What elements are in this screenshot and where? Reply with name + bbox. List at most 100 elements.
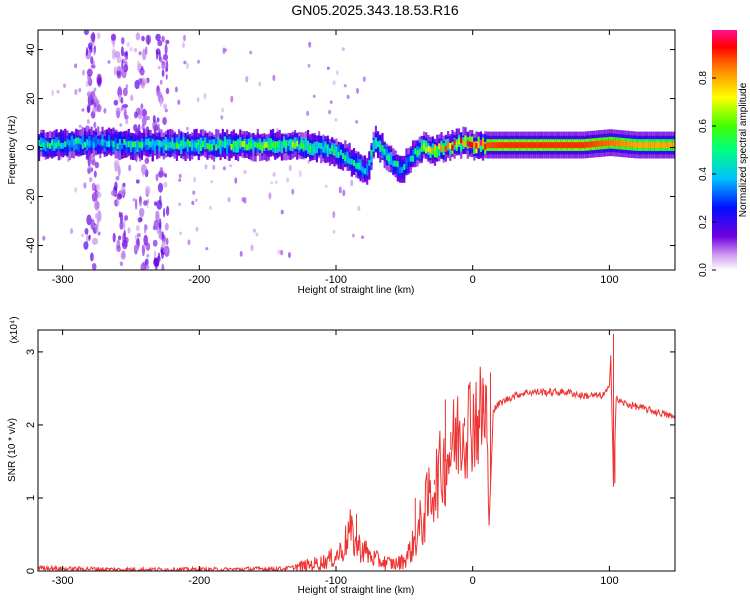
heat-cell bbox=[121, 143, 124, 150]
heat-cell bbox=[186, 140, 189, 153]
heat-cell bbox=[648, 142, 651, 149]
heat-cell bbox=[613, 140, 616, 146]
heat-cell bbox=[234, 141, 237, 147]
noise-speckle bbox=[114, 65, 117, 76]
heat-cell bbox=[143, 141, 146, 148]
heat-cell bbox=[219, 139, 222, 146]
heat-cell bbox=[267, 144, 270, 151]
noise-speckle bbox=[274, 180, 278, 184]
noise-speckle bbox=[312, 94, 316, 99]
heat-cell bbox=[624, 141, 627, 147]
noise-speckle bbox=[87, 155, 91, 167]
heat-cell bbox=[622, 140, 625, 147]
heat-cell bbox=[318, 144, 321, 156]
noise-speckle bbox=[222, 166, 226, 171]
heat-cell bbox=[431, 147, 434, 154]
noise-speckle bbox=[307, 63, 311, 68]
noise-speckle bbox=[124, 114, 129, 120]
noise-speckle bbox=[280, 209, 284, 215]
noise-speckle bbox=[152, 239, 158, 247]
heat-cell bbox=[307, 141, 310, 154]
heat-cell bbox=[70, 141, 73, 148]
heat-cell bbox=[127, 141, 130, 147]
spectrogram-xlabel: Height of straight line (km) bbox=[298, 285, 415, 296]
snr-xlabel: Height of straight line (km) bbox=[298, 585, 415, 596]
heat-cell bbox=[293, 142, 297, 149]
noise-speckle bbox=[161, 69, 165, 77]
heat-cell bbox=[495, 142, 498, 149]
heat-cell bbox=[521, 142, 524, 149]
noise-speckle bbox=[133, 244, 140, 252]
heat-cell bbox=[158, 140, 161, 147]
noise-speckle bbox=[80, 233, 84, 238]
noise-speckle bbox=[143, 200, 148, 206]
heat-cell bbox=[318, 142, 321, 149]
heat-cell bbox=[226, 142, 229, 154]
heat-cell bbox=[560, 142, 563, 149]
noise-speckle bbox=[81, 108, 85, 112]
colorbar: 0.0 0.2 0.4 0.6 0.8 Normalized spectral ampl… bbox=[698, 30, 749, 277]
noise-speckle bbox=[127, 227, 131, 234]
noise-speckle bbox=[161, 35, 165, 43]
heat-cell bbox=[197, 142, 200, 154]
noise-speckle bbox=[121, 250, 126, 260]
heat-cell bbox=[490, 142, 493, 149]
noise-speckle bbox=[139, 78, 143, 82]
heat-cell bbox=[261, 144, 264, 151]
noise-speckle bbox=[128, 164, 132, 172]
heat-cell bbox=[326, 144, 329, 151]
heat-cell bbox=[68, 140, 71, 147]
heat-cell bbox=[276, 141, 279, 147]
noise-speckle bbox=[165, 73, 168, 80]
noise-speckle bbox=[86, 233, 89, 244]
noise-speckle bbox=[157, 252, 161, 261]
heat-cell bbox=[396, 161, 399, 168]
noise-speckle bbox=[332, 80, 336, 86]
noise-speckle bbox=[93, 102, 97, 108]
heat-cell bbox=[348, 158, 351, 165]
noise-speckle bbox=[185, 62, 189, 70]
heat-cell bbox=[237, 139, 240, 145]
heat-cell bbox=[527, 142, 531, 149]
x-tick-label: 0 bbox=[470, 575, 476, 587]
noise-speckle bbox=[157, 182, 164, 193]
heat-cell bbox=[51, 139, 54, 146]
colorbar-tick-label: 0.6 bbox=[698, 119, 709, 133]
heat-cell bbox=[401, 160, 404, 173]
noise-speckle bbox=[137, 60, 140, 72]
noise-speckle bbox=[78, 124, 82, 128]
noise-speckle bbox=[145, 115, 150, 121]
noise-speckle bbox=[224, 48, 228, 52]
noise-speckle bbox=[225, 155, 229, 161]
heat-cell bbox=[326, 145, 329, 157]
heat-cell bbox=[604, 140, 607, 147]
noise-speckle bbox=[87, 42, 93, 50]
heat-cell bbox=[232, 141, 235, 148]
heat-cell bbox=[213, 139, 216, 146]
heat-cell bbox=[619, 140, 622, 147]
noise-speckle bbox=[116, 65, 122, 72]
noise-speckle bbox=[97, 231, 101, 236]
heat-cell bbox=[53, 143, 56, 150]
heat-cell bbox=[503, 142, 507, 149]
noise-speckle bbox=[197, 59, 200, 64]
heat-cell bbox=[401, 167, 404, 173]
x-tick-label: 0 bbox=[470, 274, 476, 286]
noise-speckle bbox=[178, 202, 182, 206]
noise-speckle bbox=[308, 44, 312, 48]
heat-cell bbox=[287, 140, 290, 147]
heat-cell bbox=[403, 164, 406, 170]
heat-cell bbox=[322, 146, 325, 153]
heat-cell bbox=[97, 139, 100, 152]
heat-cell bbox=[558, 142, 561, 149]
noise-speckle bbox=[135, 224, 140, 232]
heat-cell bbox=[300, 141, 303, 148]
snr-ylabel: SNR (10 * v/v) bbox=[7, 418, 18, 482]
noise-speckle bbox=[185, 126, 189, 131]
noise-speckle bbox=[191, 200, 195, 206]
heat-cell bbox=[501, 142, 504, 149]
noise-speckle bbox=[288, 251, 291, 259]
heat-cell bbox=[197, 139, 200, 146]
heat-cell bbox=[103, 142, 106, 149]
snr-scale-factor: (x10⁴) bbox=[9, 316, 20, 343]
